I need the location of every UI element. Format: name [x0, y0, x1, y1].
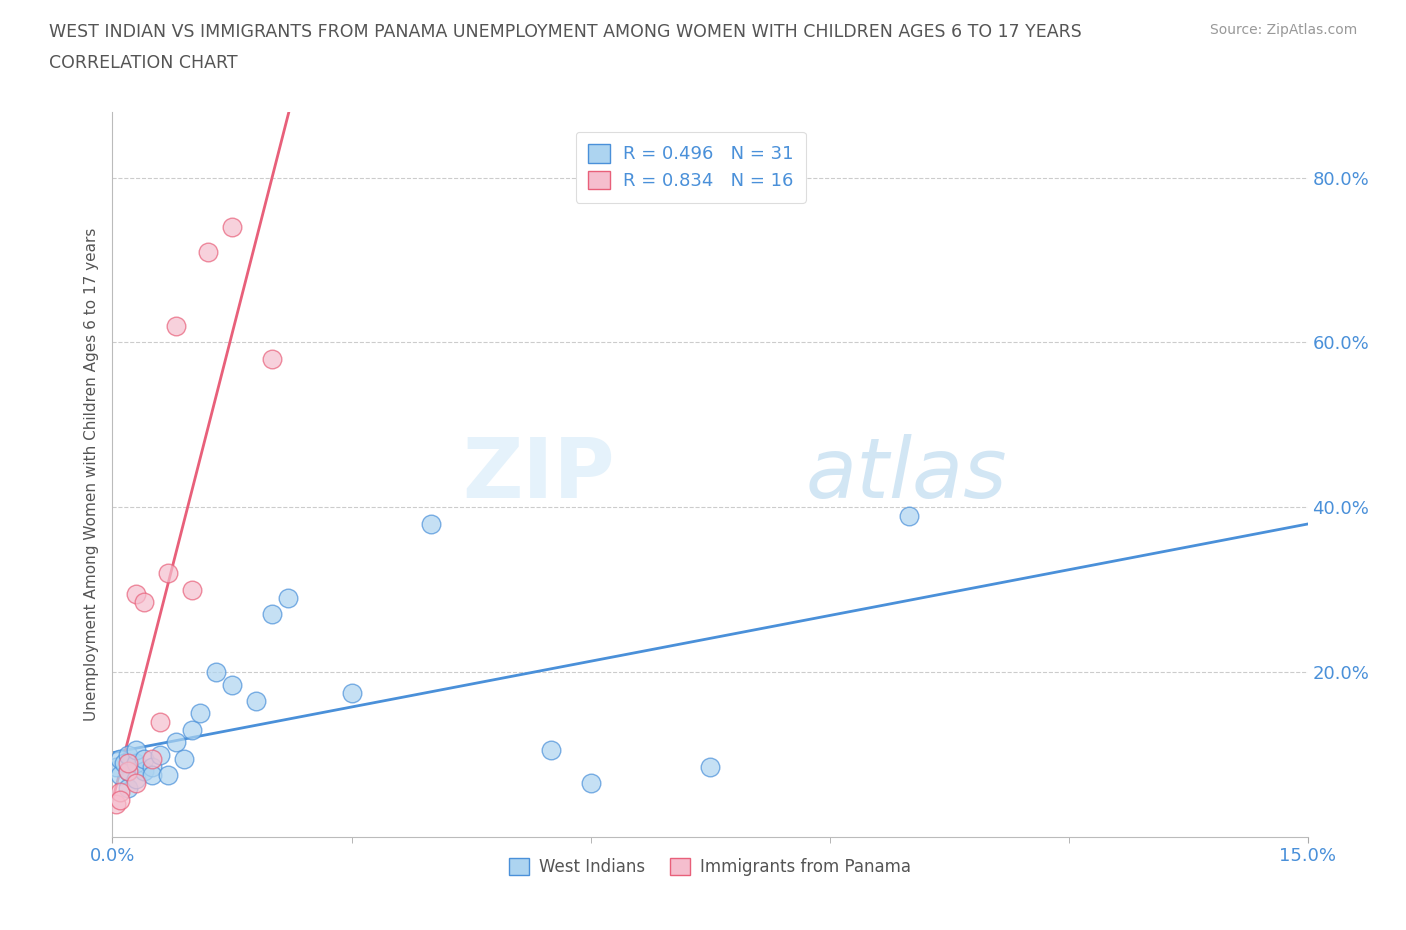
Point — [110, 784, 132, 799]
Point — [181, 582, 204, 597]
Point — [134, 751, 156, 766]
Legend: West Indians, Immigrants from Panama: West Indians, Immigrants from Panama — [502, 852, 918, 883]
Point — [125, 776, 148, 790]
Text: WEST INDIAN VS IMMIGRANTS FROM PANAMA UNEMPLOYMENT AMONG WOMEN WITH CHILDREN AGE: WEST INDIAN VS IMMIGRANTS FROM PANAMA UN… — [49, 23, 1083, 41]
Point — [165, 318, 187, 333]
Point — [105, 760, 128, 775]
Point — [260, 607, 283, 622]
Point — [579, 776, 602, 790]
Point — [125, 587, 148, 602]
Point — [221, 219, 243, 234]
Point — [540, 743, 562, 758]
Point — [165, 735, 187, 750]
Point — [117, 747, 139, 762]
Point — [110, 751, 132, 766]
Point — [117, 764, 139, 778]
Point — [141, 768, 163, 783]
Text: Source: ZipAtlas.com: Source: ZipAtlas.com — [1209, 23, 1357, 37]
Point — [117, 764, 139, 778]
Point — [110, 768, 132, 783]
Point — [149, 747, 172, 762]
Y-axis label: Unemployment Among Women with Children Ages 6 to 17 years: Unemployment Among Women with Children A… — [83, 228, 98, 721]
Point — [125, 755, 148, 770]
Point — [260, 352, 283, 366]
Point — [105, 797, 128, 812]
Point — [117, 755, 139, 770]
Point — [157, 768, 180, 783]
Point — [173, 751, 195, 766]
Text: CORRELATION CHART: CORRELATION CHART — [49, 54, 238, 72]
Point — [197, 245, 219, 259]
Point — [157, 565, 180, 580]
Point — [188, 706, 211, 721]
Point — [277, 591, 299, 605]
Point — [114, 755, 135, 770]
Point — [245, 694, 267, 709]
Point — [117, 780, 139, 795]
Point — [134, 764, 156, 778]
Text: atlas: atlas — [806, 433, 1007, 515]
Point — [125, 772, 148, 787]
Point — [221, 677, 243, 692]
Point — [420, 516, 443, 531]
Point — [141, 760, 163, 775]
Point — [134, 594, 156, 609]
Point — [149, 714, 172, 729]
Point — [340, 685, 363, 700]
Point — [181, 723, 204, 737]
Text: ZIP: ZIP — [463, 433, 614, 515]
Point — [205, 665, 228, 680]
Point — [898, 508, 921, 523]
Point — [141, 751, 163, 766]
Point — [110, 792, 132, 807]
Point — [125, 743, 148, 758]
Point — [699, 760, 721, 775]
